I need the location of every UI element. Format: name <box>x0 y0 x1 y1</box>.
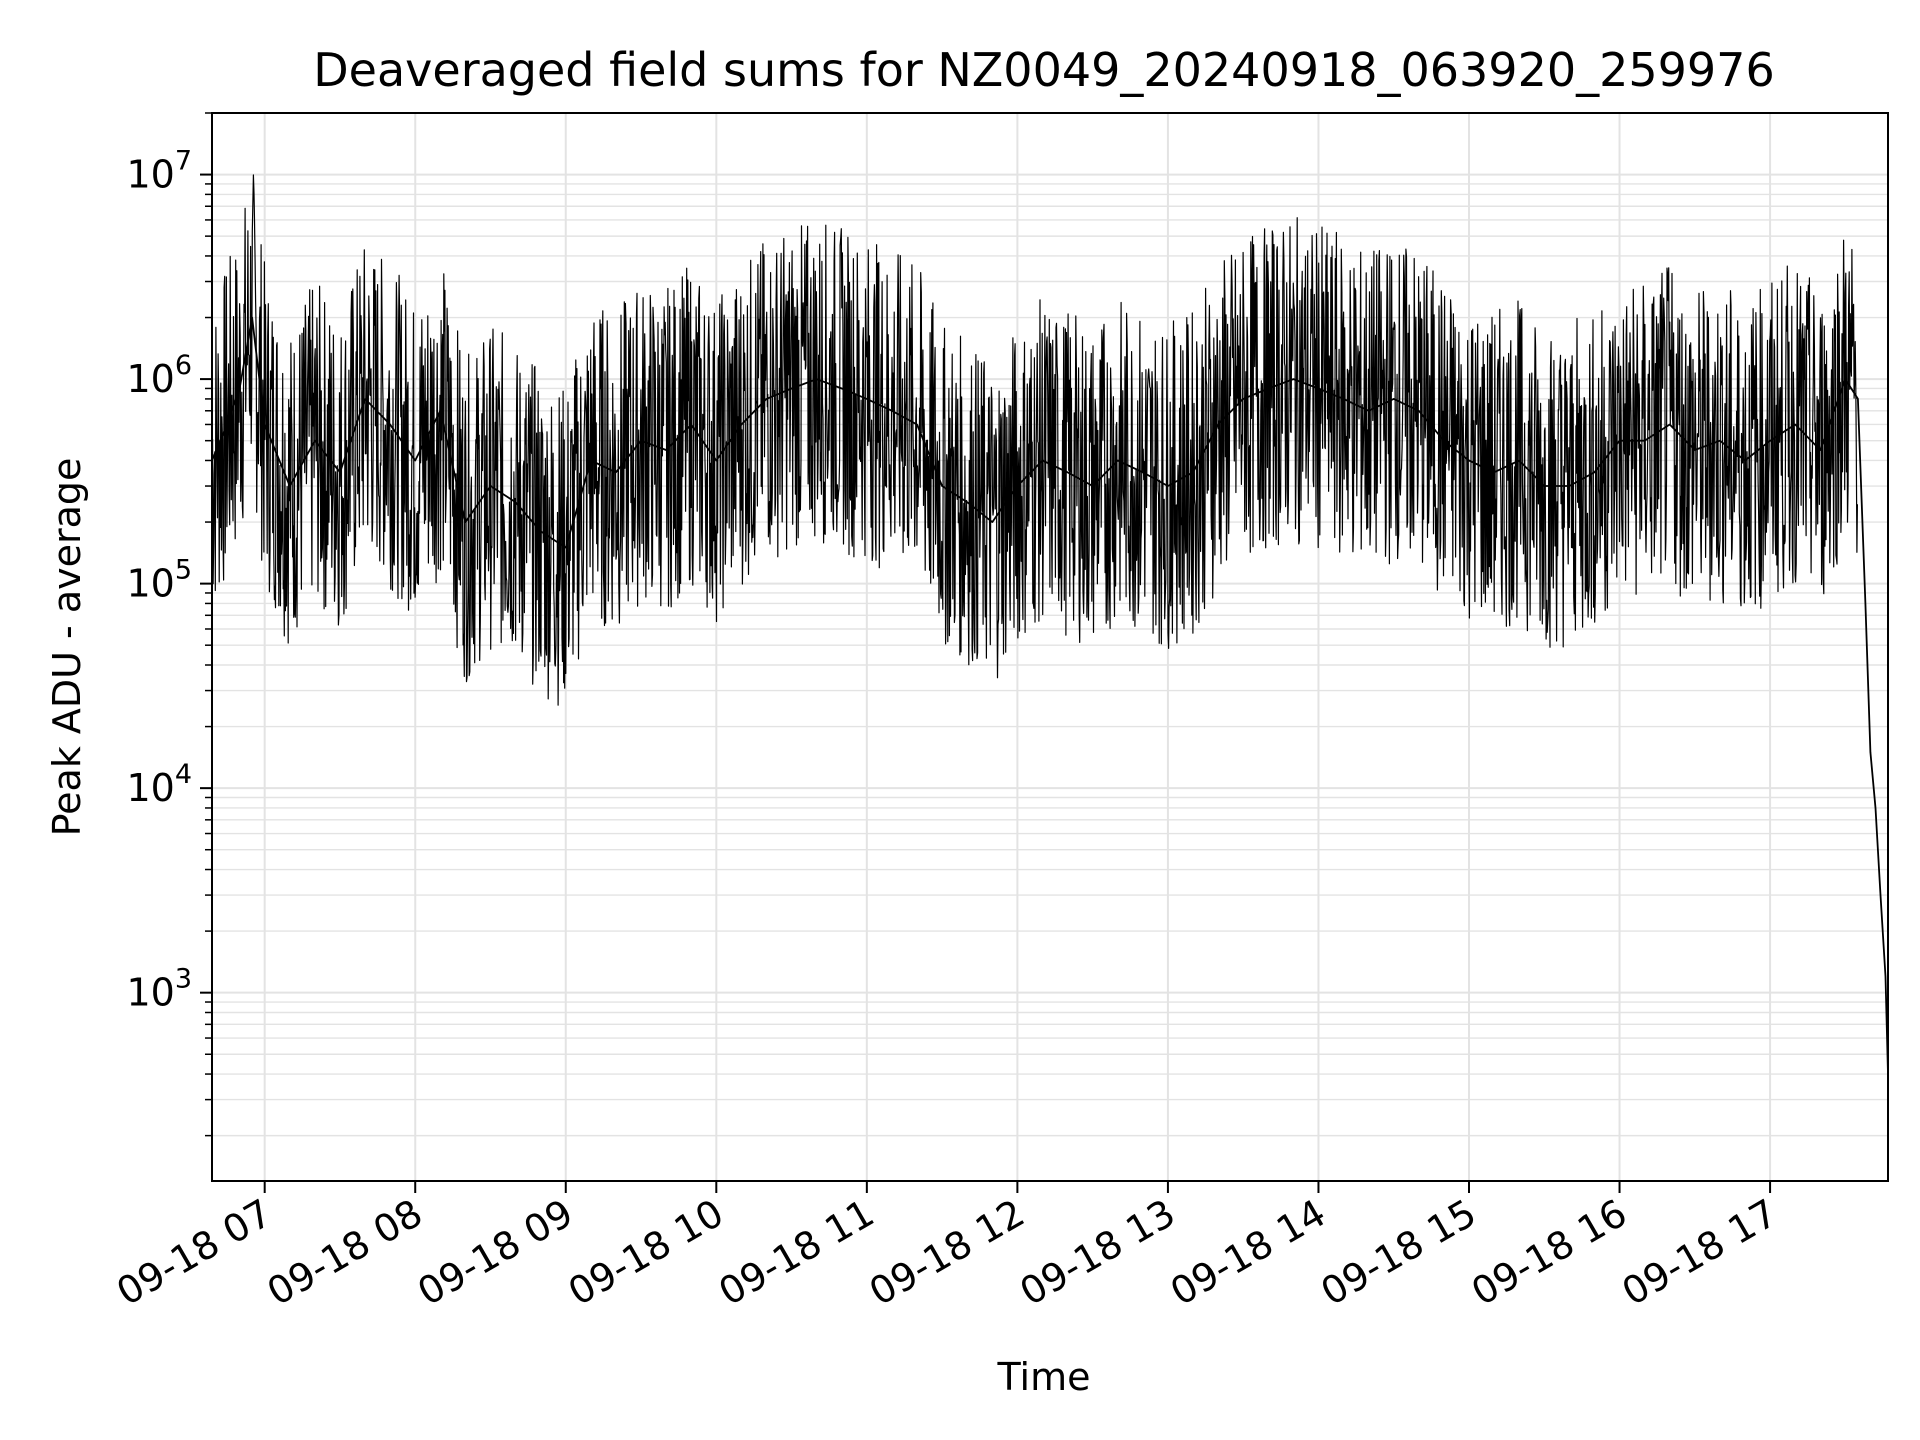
grid <box>212 112 1888 1181</box>
x-axis-label: Time <box>997 1355 1091 1399</box>
y-tick-base: 10 <box>126 766 174 810</box>
y-tick-label: 103 <box>126 964 192 1015</box>
y-tick-label: 104 <box>126 759 192 810</box>
y-axis-label: Peak ADU - average <box>45 458 89 837</box>
y-tick-base: 10 <box>126 562 174 606</box>
y-tick-base: 10 <box>126 971 174 1015</box>
y-tick-base: 10 <box>126 357 174 401</box>
y-tick-exponent: 7 <box>175 146 192 177</box>
y-tick-label: 107 <box>126 146 192 197</box>
series-layer <box>211 174 1889 1075</box>
y-tick-label: 105 <box>126 555 192 606</box>
chart-title: Deaveraged field sums for NZ0049_2024091… <box>313 43 1774 97</box>
y-tick-exponent: 6 <box>175 350 192 381</box>
y-tick-exponent: 3 <box>175 964 192 995</box>
y-tick-exponent: 4 <box>175 759 192 790</box>
y-tick-exponent: 5 <box>175 555 192 586</box>
plot-frame <box>211 112 1889 1182</box>
y-tick-label: 106 <box>126 350 192 401</box>
series-line-texture <box>211 174 1858 706</box>
y-tick-base: 10 <box>126 153 174 197</box>
